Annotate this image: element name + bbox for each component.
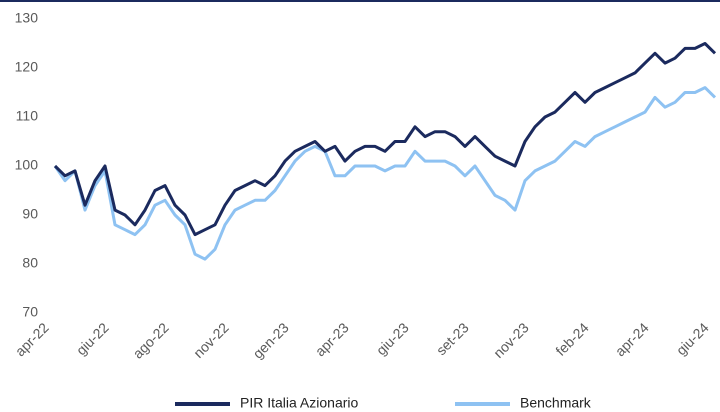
x-tick-label: nov-23	[490, 319, 532, 361]
y-tick-label: 80	[22, 255, 38, 271]
x-tick-label: set-23	[433, 319, 472, 358]
y-tick-label: 90	[22, 206, 38, 222]
x-tick-label: giu-22	[73, 319, 112, 358]
y-tick-label: 70	[22, 304, 38, 320]
x-tick-label: gen-23	[250, 319, 292, 361]
series-line	[53, 86, 717, 261]
x-tick-label: apr-22	[12, 319, 52, 359]
y-tick-label: 100	[15, 157, 39, 173]
legend-label: Benchmark	[520, 395, 592, 411]
y-tick-label: 120	[15, 59, 39, 75]
x-tick-label: giu-23	[373, 319, 412, 358]
y-tick-label: 130	[15, 10, 39, 26]
x-tick-label: feb-24	[552, 319, 592, 359]
x-tick-label: apr-23	[312, 319, 352, 359]
x-tick-label: apr-24	[612, 319, 652, 359]
y-tick-label: 110	[16, 108, 39, 124]
x-tick-label: giu-24	[673, 319, 712, 358]
series-line	[53, 42, 717, 237]
x-tick-label: nov-22	[190, 319, 232, 361]
top-border	[0, 0, 720, 2]
legend-label: PIR Italia Azionario	[240, 395, 358, 411]
x-tick-label: ago-22	[130, 319, 172, 361]
